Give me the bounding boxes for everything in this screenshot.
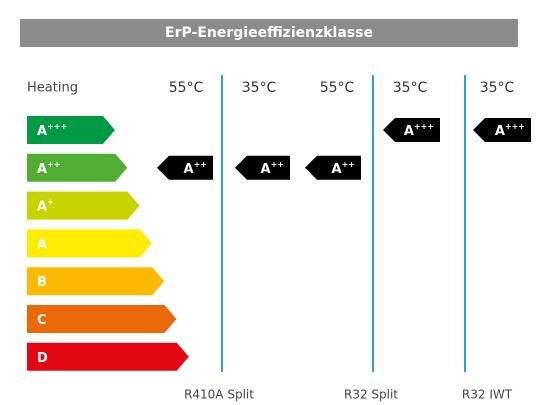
class-letter: A xyxy=(332,161,342,176)
class-arrow xyxy=(27,305,177,333)
class-sup: ++ xyxy=(194,159,207,168)
class-arrow xyxy=(27,191,140,220)
class-sup: +++ xyxy=(505,122,525,131)
class-letter: C xyxy=(37,313,47,328)
class-label: A+++ xyxy=(37,122,67,139)
class-letter: A xyxy=(37,237,47,252)
title-bar xyxy=(20,19,518,47)
class-label: D xyxy=(37,350,48,365)
column-temp: 55°C xyxy=(169,80,204,96)
class-arrow xyxy=(27,116,115,144)
class-letter: A xyxy=(495,124,505,139)
class-arrow xyxy=(27,267,165,296)
class-letter: A xyxy=(37,161,47,176)
class-letter: A xyxy=(184,161,194,176)
class-label: C xyxy=(37,313,47,328)
rating-arrow xyxy=(305,155,361,180)
class-sup: ++ xyxy=(342,159,355,168)
scale-label: Heating xyxy=(27,81,78,96)
rating-arrow xyxy=(473,118,531,142)
class-label: A+++ xyxy=(404,122,434,139)
class-sup: +++ xyxy=(414,122,434,131)
class-sup: ++ xyxy=(47,159,60,168)
class-label: A+++ xyxy=(495,122,525,139)
class-label: A++ xyxy=(37,159,60,176)
class-label: A++ xyxy=(332,159,355,176)
class-letter: B xyxy=(37,275,47,290)
column-temp: 55°C xyxy=(320,80,355,96)
group-label: R32 Split xyxy=(344,388,398,402)
rating-arrow xyxy=(235,155,290,180)
column-temp: 35°C xyxy=(242,80,277,96)
class-label: B xyxy=(37,275,47,290)
class-letter: D xyxy=(37,350,48,365)
class-arrow xyxy=(27,153,128,182)
group-label: R410A Split xyxy=(184,388,254,402)
title: ErP-Energieeffizienzklasse xyxy=(165,25,373,41)
class-letter: A xyxy=(404,124,414,139)
rating-arrow xyxy=(157,155,213,180)
class-sup: +++ xyxy=(47,122,67,131)
class-label: A++ xyxy=(261,159,284,176)
class-arrow xyxy=(27,229,152,258)
class-sup: + xyxy=(47,197,54,206)
class-arrow xyxy=(27,342,189,371)
class-sup: ++ xyxy=(271,159,284,168)
class-label: A++ xyxy=(184,159,207,176)
class-letter: A xyxy=(37,124,47,139)
class-letter: A xyxy=(261,161,271,176)
column-temp: 35°C xyxy=(393,80,428,96)
class-letter: A xyxy=(37,199,47,214)
class-label: A xyxy=(37,237,47,252)
group-label: R32 IWT xyxy=(462,388,513,402)
column-temp: 35°C xyxy=(480,80,515,96)
class-label: A+ xyxy=(37,197,54,214)
rating-arrow xyxy=(383,118,440,142)
